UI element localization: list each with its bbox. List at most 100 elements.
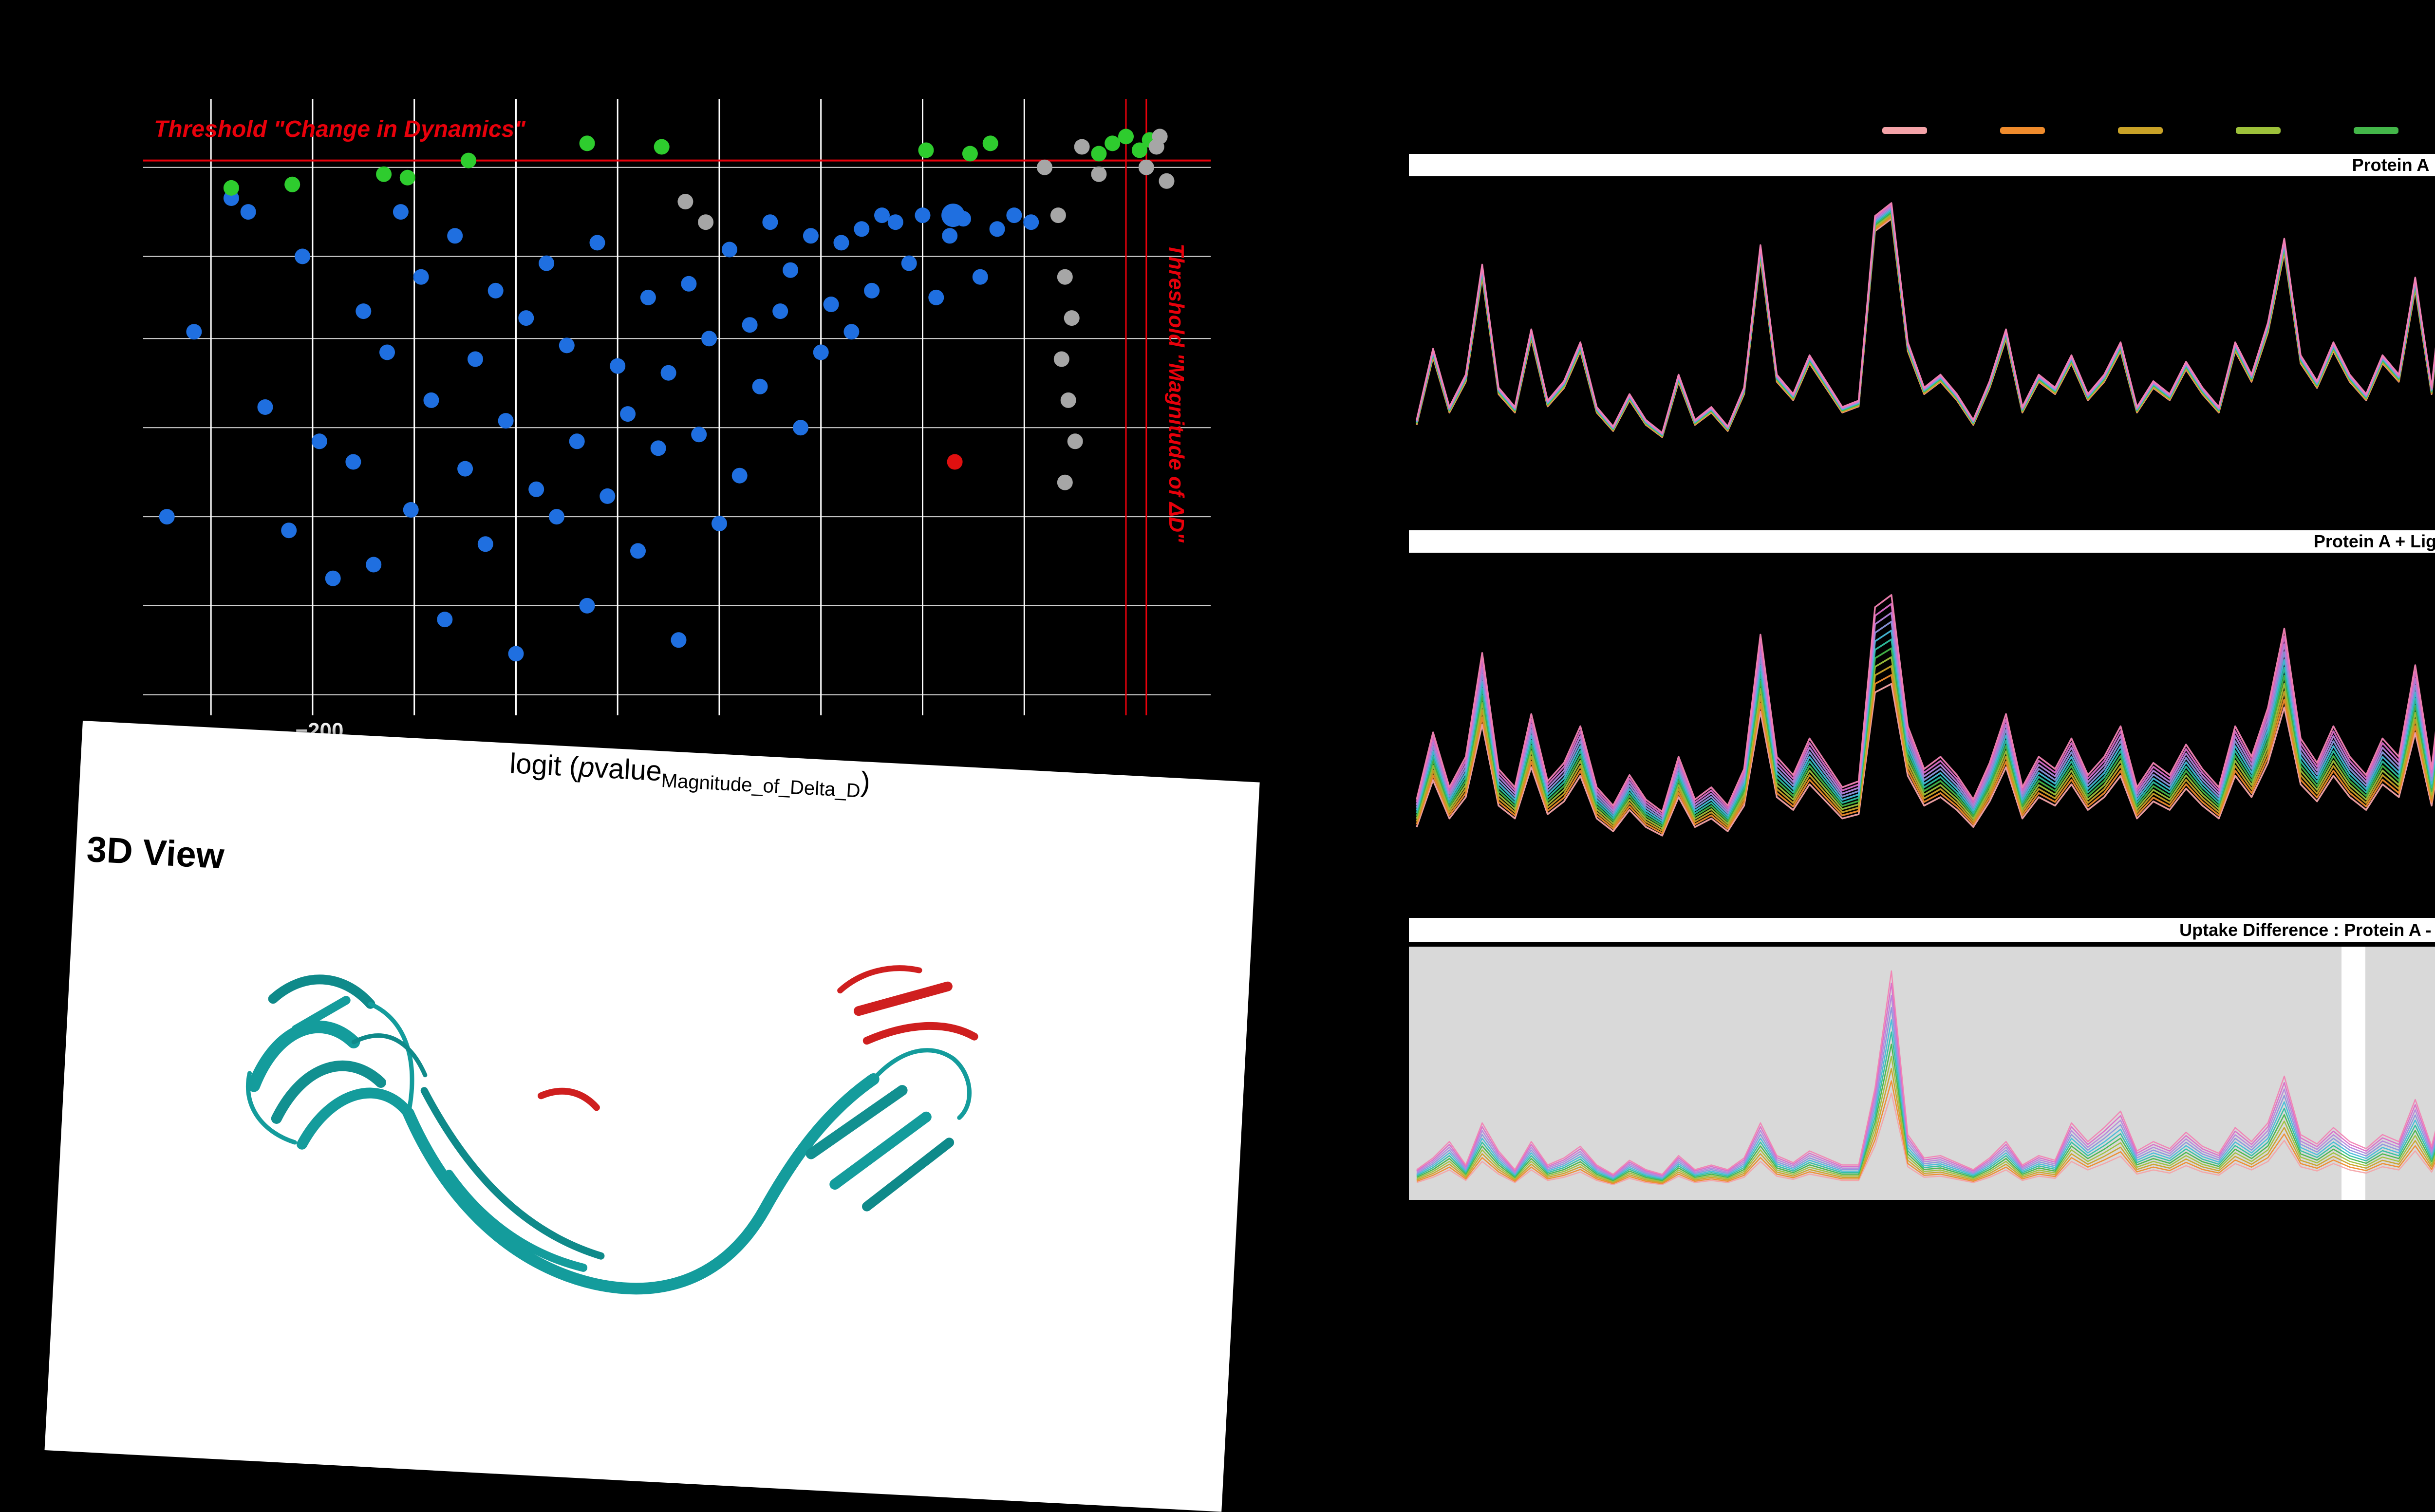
scatter-point[interactable] [843,324,860,340]
uptake-series[interactable] [1416,994,2435,1177]
scatter-point[interactable] [311,433,327,449]
scatter-point[interactable] [712,516,727,532]
scatter-point[interactable] [579,597,595,614]
scatter-point[interactable] [379,344,395,360]
uptake-series[interactable] [1416,1092,2435,1185]
scatter-point[interactable] [772,303,788,319]
protein-structure[interactable] [168,848,1020,1378]
scatter-point[interactable] [1037,159,1052,175]
scatter-point[interactable] [803,228,819,244]
scatter-point[interactable] [691,427,707,443]
scatter-point[interactable] [1060,392,1076,408]
uptake-chart-protein-a-ligand[interactable] [1409,557,2435,898]
scatter-point[interactable] [1050,207,1066,224]
scatter-point[interactable] [461,152,476,168]
scatter-point[interactable] [1064,310,1080,326]
scatter-point[interactable] [989,221,1005,237]
scatter-point[interactable] [762,214,778,230]
scatter-point[interactable] [731,467,748,484]
legend-dash[interactable] [2000,127,2045,134]
volcano-plot[interactable]: −200 [143,99,1211,756]
uptake-series[interactable] [1416,1044,2435,1181]
scatter-point[interactable] [650,440,666,456]
uptake-series[interactable] [1416,665,2435,832]
scatter-point[interactable] [345,454,361,470]
scatter-point[interactable] [403,502,419,518]
uptake-series[interactable] [1416,208,2435,436]
scatter-point[interactable] [823,297,839,312]
scatter-point[interactable] [437,612,453,628]
scatter-point[interactable] [423,392,439,408]
scatter-point[interactable] [1074,139,1090,155]
uptake-series[interactable] [1416,630,2435,822]
scatter-point[interactable] [284,176,300,192]
scatter-point[interactable] [579,135,595,151]
scatter-point[interactable] [325,570,341,586]
uptake-series[interactable] [1416,205,2435,435]
scatter-point[interactable] [918,142,934,158]
scatter-point[interactable] [413,269,429,285]
scatter-point[interactable] [1138,159,1154,175]
scatter-point[interactable] [660,365,676,381]
scatter-point[interactable] [640,289,656,305]
scatter-point[interactable] [457,461,473,477]
scatter-point[interactable] [874,207,890,224]
uptake-series[interactable] [1416,647,2435,827]
scatter-point[interactable] [681,276,697,292]
uptake-series[interactable] [1416,1007,2435,1178]
scatter-point[interactable] [1057,269,1073,285]
scatter-point[interactable] [498,413,514,429]
scatter-point[interactable] [698,214,714,230]
scatter-point[interactable] [783,262,799,278]
scatter-point[interactable] [620,406,636,422]
uptake-series[interactable] [1416,638,2435,825]
uptake-series[interactable] [1416,1056,2435,1182]
scatter-point[interactable] [752,378,768,394]
scatter-point[interactable] [947,454,963,470]
scatter-point[interactable] [742,317,758,333]
uptake-series[interactable] [1416,970,2435,1175]
scatter-point[interactable] [549,509,564,525]
uptake-series[interactable] [1416,204,2435,434]
scatter-point[interactable] [257,399,273,415]
scatter-point[interactable] [962,146,978,162]
scatter-point[interactable] [610,358,626,374]
legend-dash[interactable] [2118,127,2163,134]
scatter-point[interactable] [589,235,605,251]
scatter-point[interactable] [356,303,372,319]
scatter-point[interactable] [1023,214,1039,230]
uptake-series[interactable] [1416,1019,2435,1179]
scatter-point[interactable] [1057,474,1073,490]
scatter-point[interactable] [508,646,524,662]
scatter-point[interactable] [376,166,392,182]
uptake-series[interactable] [1416,1068,2435,1183]
scatter-point[interactable] [941,204,965,227]
scatter-point[interactable] [569,433,585,449]
legend-dash[interactable] [2354,127,2398,134]
legend-dash[interactable] [1882,127,1927,134]
scatter-point[interactable] [942,228,958,244]
scatter-point[interactable] [528,481,544,497]
scatter-point[interactable] [281,523,297,539]
uptake-series[interactable] [1416,674,2435,834]
scatter-point[interactable] [654,139,670,155]
uptake-series[interactable] [1416,202,2435,434]
scatter-point[interactable] [793,420,808,436]
uptake-series[interactable] [1416,620,2435,820]
scatter-point[interactable] [864,282,880,299]
scatter-point[interactable] [1152,129,1168,145]
uptake-series[interactable] [1416,1031,2435,1180]
scatter-point[interactable] [159,509,175,525]
scatter-point[interactable] [1091,146,1107,162]
scatter-point[interactable] [487,282,504,299]
scatter-point[interactable] [854,221,870,237]
scatter-point[interactable] [928,289,944,305]
scatter-point[interactable] [1105,135,1121,151]
uptake-series[interactable] [1416,1080,2435,1184]
scatter-point[interactable] [887,214,903,230]
scatter-point[interactable] [599,488,616,504]
scatter-point[interactable] [539,255,555,271]
scatter-point[interactable] [477,536,493,552]
scatter-point[interactable] [671,632,687,648]
scatter-point[interactable] [295,248,311,264]
